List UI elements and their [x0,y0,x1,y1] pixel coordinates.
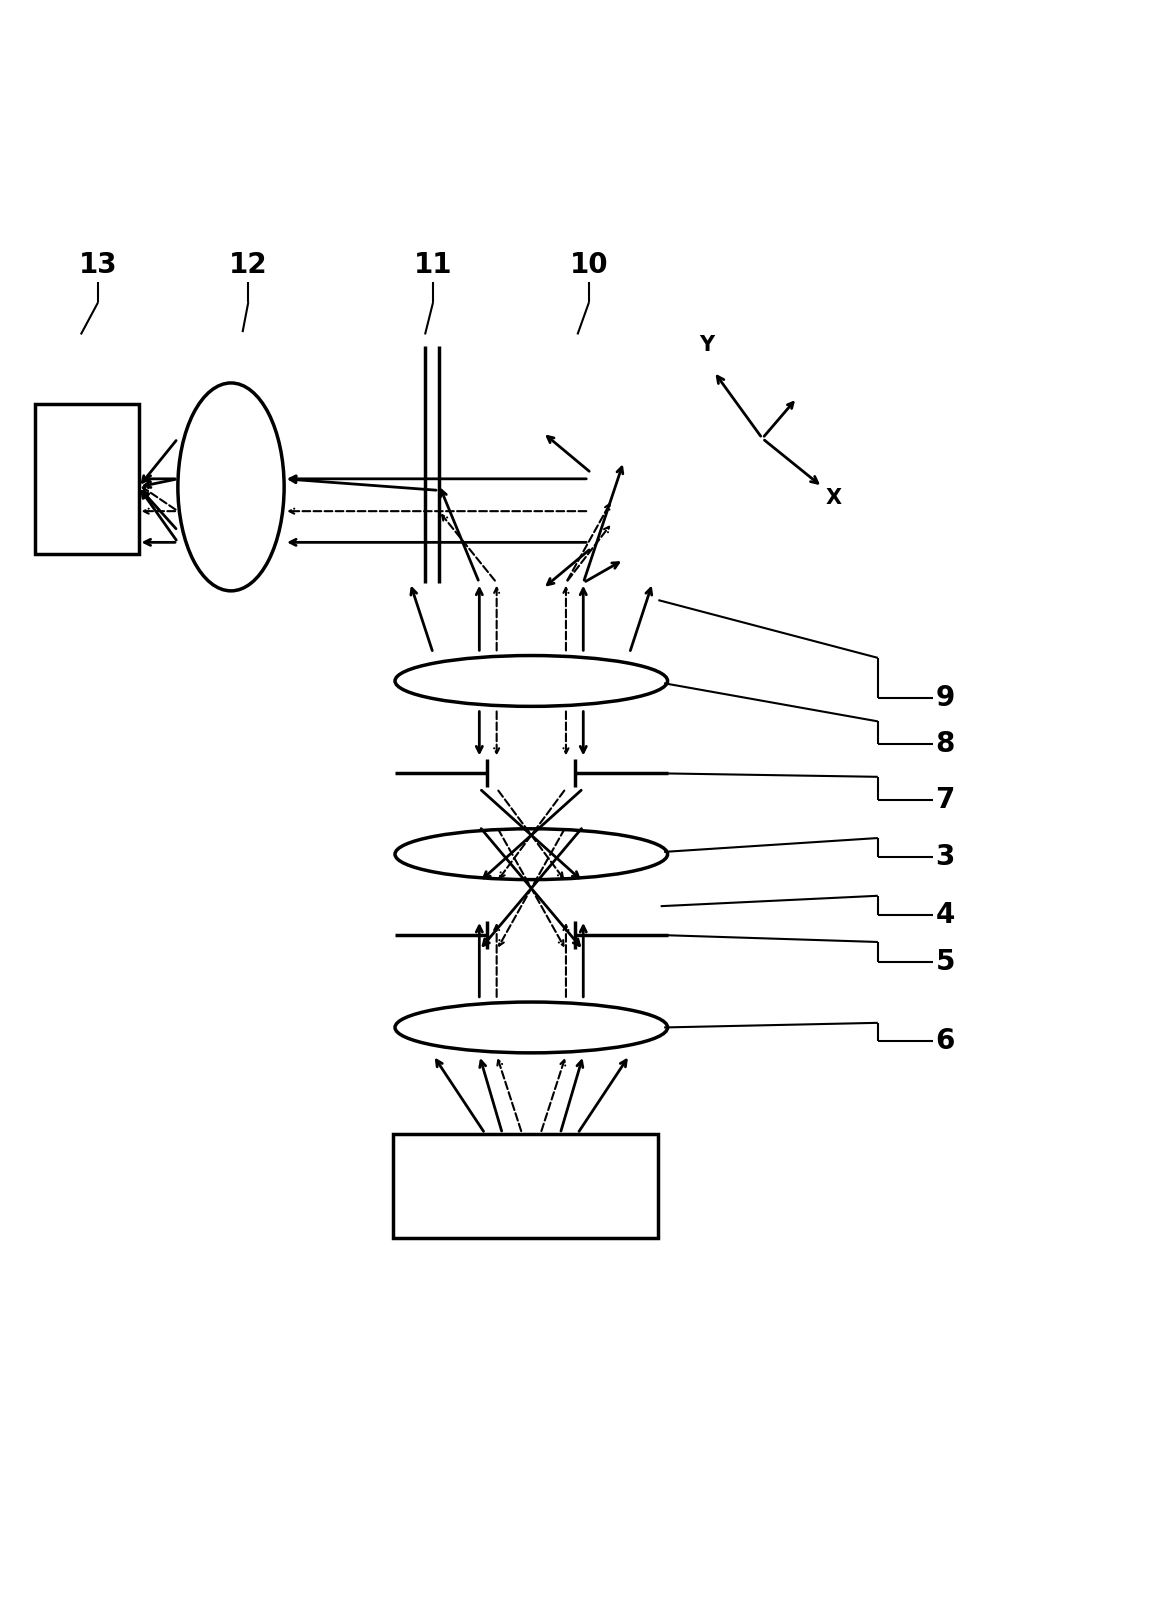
Text: 5: 5 [936,947,955,976]
Text: 11: 11 [413,250,453,280]
Text: 12: 12 [229,250,268,280]
Text: 4: 4 [936,902,955,929]
Text: 3: 3 [936,842,955,871]
Bar [393,1134,658,1238]
Bar [35,404,139,554]
Text: X: X [826,488,842,509]
Text: 6: 6 [936,1028,955,1055]
Text: 13: 13 [79,250,118,280]
Text: 7: 7 [936,785,955,814]
Text: 10: 10 [569,250,609,280]
Text: Y: Y [699,335,715,356]
Text: 8: 8 [936,730,955,758]
Text: 9: 9 [936,684,955,713]
